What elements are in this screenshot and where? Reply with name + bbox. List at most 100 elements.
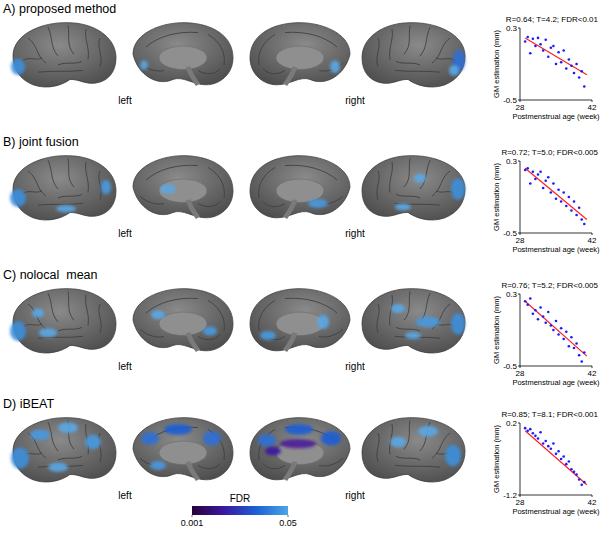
sulcus [377,304,379,333]
colorbar-tick [192,515,193,517]
fdr-region [395,203,411,210]
sulcus [198,202,220,207]
sulcus [86,29,89,60]
y-tick [518,294,520,295]
colorbar-tick-label: 0.05 [279,518,297,528]
fdr-region [414,174,426,183]
stats-annotation: R=0.76; T=5.2; FDR<0.005 [501,281,598,290]
plot-area [524,297,587,363]
sulcus [146,32,198,47]
brain-surface [13,156,116,220]
x-tick [520,366,521,368]
brain-surface [362,23,465,87]
data-point [575,473,578,476]
brain-view [362,289,465,353]
fit-line [525,168,587,219]
fit-line [525,38,587,75]
x-tick-label: 42 [588,498,597,507]
medial-wall [159,46,207,69]
sulcus [140,329,164,337]
data-point [532,38,535,41]
brain-surface [133,418,233,480]
data-point [542,442,545,445]
x-tick-label: 42 [588,369,597,378]
data-point [529,297,532,300]
data-point [526,167,529,170]
fdr-region [391,304,405,313]
sulcus [99,304,101,333]
data-point [565,331,568,334]
brain-surface [13,418,116,482]
sulcus [146,298,198,313]
panel-title: D) iBEAT [3,397,55,411]
sulcus [404,158,410,187]
data-point [547,445,550,448]
data-point [539,43,542,46]
brainstem [285,333,295,351]
brain-surface [133,289,233,351]
data-point [555,198,558,201]
sulcus [140,196,164,204]
data-point [562,191,565,194]
data-point [542,315,545,318]
sulcus [146,165,198,180]
y-axis-label: GM estimation (mm) [492,296,501,364]
data-point [547,311,550,314]
y-tick [518,161,520,162]
data-point [539,306,542,309]
y-axis [520,161,521,233]
data-point [544,322,547,325]
data-point [560,61,563,64]
sulcus [259,34,275,65]
brainstem [188,67,198,85]
colorbar [192,506,288,515]
data-point [570,65,573,68]
y-axis [520,423,521,495]
data-point [583,481,586,484]
data-point [552,45,555,48]
brain-view [362,23,465,87]
data-point [539,431,542,434]
sulcus [259,167,275,198]
sulcus [68,25,74,54]
fdr-region [56,205,76,212]
data-point [557,51,560,54]
panel-title: A) proposed method [3,2,116,16]
data-point [552,442,555,445]
data-point [578,354,581,357]
hemisphere-label: right [345,95,365,106]
data-point [544,38,547,41]
data-point [562,338,565,341]
fdr-region [150,461,166,470]
data-point [578,478,581,481]
sulcus [377,433,379,462]
x-tick [592,233,593,235]
data-point [568,345,571,348]
brain-view [250,289,350,351]
data-point [526,429,529,432]
data-point [575,214,578,217]
sulcus [198,69,220,74]
brain-view [11,23,116,87]
data-point [578,76,581,79]
data-point [534,435,537,438]
fdr-region [418,426,438,437]
data-point [573,72,576,75]
fdr-region [308,199,328,208]
x-tick [520,495,521,497]
data-point [580,218,583,221]
sulcus [58,327,82,331]
sulcus [208,300,224,331]
stats-annotation: R=0.85; T=8.1; FDR<0.001 [501,410,598,419]
fdr-region [140,61,148,70]
sulcus [377,171,379,200]
sulcus [259,300,275,331]
sulcus [396,61,420,65]
fdr-region [10,321,26,341]
medial-wall [159,441,207,464]
data-point [526,36,529,39]
data-point [580,70,583,73]
sulcus [285,165,337,180]
data-point [580,360,583,363]
sulcus [86,295,89,326]
